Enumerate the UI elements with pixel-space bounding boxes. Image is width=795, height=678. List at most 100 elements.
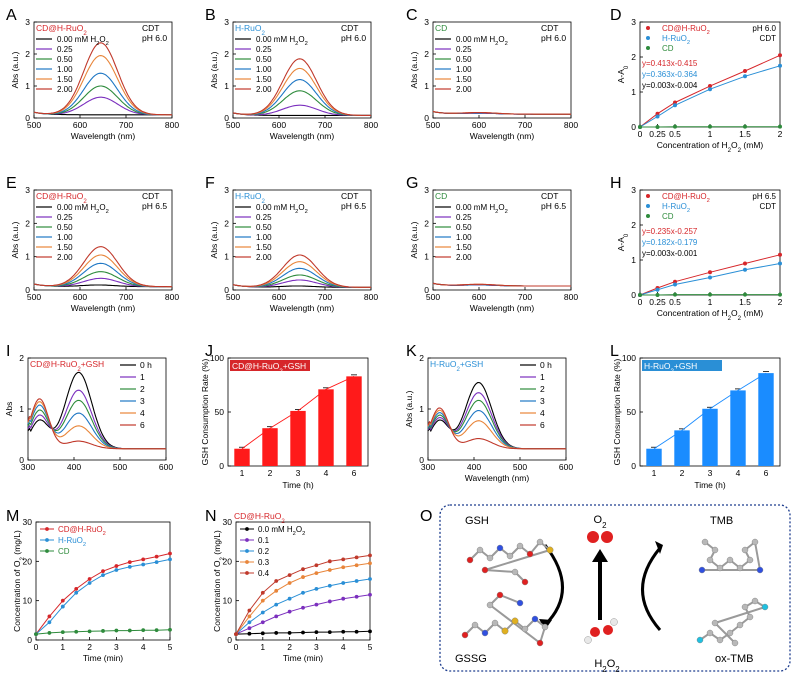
data-point bbox=[708, 124, 712, 129]
data-point bbox=[260, 631, 265, 636]
text-run: O bbox=[731, 140, 738, 150]
y-tick-label: 0 bbox=[227, 635, 232, 645]
legend-marker bbox=[45, 538, 49, 542]
y-tick-label: 0 bbox=[419, 455, 424, 465]
panel-title: CD@H-RuO2 bbox=[36, 23, 87, 37]
legend-entry: 2.00 bbox=[456, 85, 472, 94]
data-point bbox=[778, 63, 782, 68]
data-point bbox=[708, 84, 712, 89]
text-run: 600 bbox=[73, 292, 87, 302]
subscript: 2 bbox=[83, 198, 87, 205]
text-run: 6 bbox=[140, 420, 145, 430]
data-point bbox=[47, 631, 52, 635]
data-point bbox=[114, 564, 119, 568]
data-point bbox=[101, 569, 105, 574]
data-point bbox=[327, 568, 332, 572]
text-run: 0 bbox=[419, 455, 424, 465]
y-tick-label: 3 bbox=[224, 17, 229, 27]
text-run: y=0.413x-0.415 bbox=[642, 59, 698, 68]
data-point bbox=[101, 629, 105, 633]
x-tick-label: 800 bbox=[165, 120, 179, 130]
text-run: 500 bbox=[27, 292, 41, 302]
text-run: 2 bbox=[268, 468, 273, 478]
text-run: N bbox=[205, 508, 217, 525]
atom bbox=[511, 568, 519, 576]
condition-label: CDT bbox=[142, 23, 159, 33]
subscript: 2 bbox=[279, 368, 283, 375]
atom bbox=[481, 566, 489, 574]
atom bbox=[746, 556, 754, 564]
condition-label: CDT bbox=[541, 191, 558, 201]
atom bbox=[698, 566, 706, 574]
text-run: y=0.235x-0.257 bbox=[642, 227, 698, 236]
text-run: 800 bbox=[165, 292, 179, 302]
condition-label: pH 6.5 bbox=[752, 192, 776, 201]
x-tick-label: 2 bbox=[287, 642, 292, 652]
text-run: Wavelength (nm) bbox=[270, 131, 335, 141]
panel-title-badge: H-RuO2+GSH bbox=[642, 360, 722, 375]
x-tick-label: 600 bbox=[559, 462, 573, 472]
data-point bbox=[260, 598, 265, 603]
legend-entry: 4 bbox=[140, 408, 145, 418]
legend-entry: 2 bbox=[140, 384, 145, 394]
legend-entry: 1 bbox=[540, 372, 545, 382]
label-ox-tmb: ox-TMB bbox=[715, 653, 754, 665]
text-run: 3 bbox=[631, 17, 636, 27]
atom bbox=[526, 550, 534, 558]
text-run: 6 bbox=[540, 420, 545, 430]
y-axis-label: Concentration of O2 (mg/L) bbox=[12, 530, 26, 632]
text-run: GSH Consumption Rate (%) bbox=[612, 358, 622, 465]
text-run: 1 bbox=[631, 87, 636, 97]
text-run: 0.4 bbox=[258, 569, 270, 578]
text-run: H-RuO bbox=[662, 202, 687, 211]
x-tick-label: 1 bbox=[240, 468, 245, 478]
x-tick-label: 6 bbox=[764, 468, 769, 478]
data-point bbox=[708, 87, 712, 92]
data-point bbox=[314, 571, 319, 576]
text-run: 2 bbox=[224, 218, 229, 228]
data-point bbox=[743, 292, 747, 297]
y-tick-label: 3 bbox=[25, 185, 30, 195]
text-run: 3 bbox=[224, 185, 229, 195]
text-run: 1 bbox=[540, 372, 545, 382]
atom bbox=[541, 623, 549, 631]
text-run: 700 bbox=[318, 292, 332, 302]
condition-label: CDT bbox=[760, 202, 777, 211]
y-tick-label: 3 bbox=[631, 17, 636, 27]
subscript: 2 bbox=[295, 41, 298, 47]
text-run: A-A bbox=[616, 69, 626, 84]
x-axis-label: Wavelength (nm) bbox=[270, 131, 335, 141]
data-point bbox=[168, 557, 172, 562]
data-point bbox=[341, 596, 346, 601]
atom bbox=[496, 544, 504, 552]
x-tick-label: 1.5 bbox=[739, 297, 751, 307]
bar bbox=[646, 448, 662, 466]
text-run: 2.00 bbox=[456, 85, 472, 94]
x-tick-label: 0 bbox=[34, 642, 39, 652]
atom bbox=[531, 615, 539, 623]
data-point bbox=[141, 628, 146, 633]
data-point bbox=[673, 282, 677, 287]
x-tick-label: 2 bbox=[268, 468, 273, 478]
y-axis-label: Abs bbox=[4, 402, 14, 417]
data-point bbox=[368, 577, 372, 581]
series-line bbox=[432, 111, 571, 115]
subscript: 2 bbox=[96, 209, 99, 215]
text-run: 0 bbox=[219, 461, 224, 471]
legend-entry: 0.25 bbox=[456, 45, 472, 54]
text-run: O bbox=[607, 658, 616, 670]
legend-entry: 3 bbox=[140, 396, 145, 406]
data-point bbox=[673, 292, 677, 297]
atom bbox=[516, 542, 524, 550]
panel-label: B bbox=[205, 7, 216, 24]
text-run: O bbox=[731, 308, 738, 318]
text-run: 0.25 bbox=[456, 45, 472, 54]
legend-entry: 0.00 mM H2O2 bbox=[256, 203, 308, 215]
series-line bbox=[33, 85, 172, 116]
x-tick-label: 1 bbox=[652, 468, 657, 478]
legend-entry: 1.50 bbox=[256, 243, 272, 252]
data-point bbox=[655, 125, 660, 129]
text-run: 0.1 bbox=[258, 536, 270, 545]
text-run: 0.50 bbox=[57, 55, 73, 64]
